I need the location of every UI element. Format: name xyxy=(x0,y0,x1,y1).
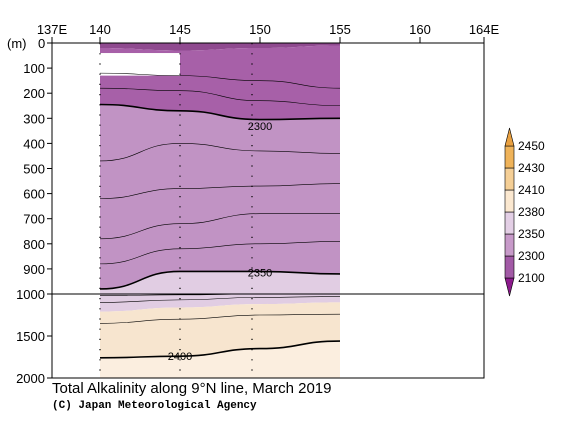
colorbar-label: 2100 xyxy=(518,271,545,285)
colorbar-arrow-low xyxy=(504,277,515,297)
y-tick-label: 300 xyxy=(23,111,45,126)
missing-data-box xyxy=(100,53,180,76)
y-tick-label: 1000 xyxy=(16,287,45,302)
x-tick-label: 160 xyxy=(409,22,431,37)
x-tick-label: 137E xyxy=(37,22,68,37)
y-tick-label: 200 xyxy=(23,86,45,101)
contour-line-minor xyxy=(100,87,340,107)
colorbar-swatch xyxy=(504,167,515,191)
plot-frame xyxy=(51,42,485,379)
y-tick-label: 0 xyxy=(38,36,45,51)
band-2380_2400 xyxy=(100,302,340,358)
contour-line-minor xyxy=(100,213,340,240)
contour-line-minor xyxy=(100,143,340,162)
contour-line-minor xyxy=(100,313,340,324)
colorbar-swatch xyxy=(504,189,515,213)
x-tick-label: 145 xyxy=(169,22,191,37)
y-tick-label: 600 xyxy=(23,187,45,202)
contour-label: 2300 xyxy=(248,121,272,133)
contour-label: 2350 xyxy=(248,268,272,280)
colorbar-swatch xyxy=(504,211,515,235)
band-2350_2380 xyxy=(100,271,340,312)
y-tick-label: 400 xyxy=(23,136,45,151)
chart-title: Total Alkalinity along 9°N line, March 2… xyxy=(52,380,332,397)
colorbar-label: 2450 xyxy=(518,139,545,153)
y-tick-label: 1500 xyxy=(16,329,45,344)
contour-line-minor xyxy=(100,183,340,199)
band-2300_2350 xyxy=(100,104,340,289)
y-tick-label: 2000 xyxy=(16,371,45,386)
colour-bands xyxy=(100,43,340,378)
x-axis: 137E 140 145 150 155 160 164E xyxy=(37,22,500,43)
colorbar-label: 2410 xyxy=(518,183,545,197)
credit-line: (C) Japan Meteorological Agency xyxy=(52,400,257,412)
band-lt2100 xyxy=(100,43,340,51)
colorbar: 2100 2300 2350 2380 2410 2430 2450 xyxy=(504,127,545,297)
y-tick-label: 100 xyxy=(23,61,45,76)
contour-line-major xyxy=(100,270,340,290)
contour-line-minor xyxy=(100,72,340,89)
x-tick-label: 164E xyxy=(469,22,500,37)
contour-label: 2400 xyxy=(168,351,192,363)
x-tick-label: 155 xyxy=(329,22,351,37)
colorbar-swatch xyxy=(504,233,515,257)
y-tick-label: 800 xyxy=(23,237,45,252)
x-tick-label: 140 xyxy=(89,22,111,37)
contour-line-minor xyxy=(100,240,340,265)
colorbar-arrow-high xyxy=(504,127,515,147)
colorbar-label: 2300 xyxy=(518,249,545,263)
colorbar-swatch xyxy=(504,255,515,279)
y-unit-label: (m) xyxy=(7,36,27,51)
contour-labels: 2300 2350 2400 xyxy=(168,121,272,363)
y-tick-label: 900 xyxy=(23,262,45,277)
contour-line-major xyxy=(100,340,340,359)
contour-lines xyxy=(100,72,340,359)
colorbar-swatch xyxy=(504,145,515,169)
colorbar-label: 2380 xyxy=(518,205,545,219)
colorbar-label: 2350 xyxy=(518,227,545,241)
band-2400_2410 xyxy=(100,341,340,378)
y-tick-label: 700 xyxy=(23,212,45,227)
contour-line-major xyxy=(100,103,340,121)
y-tick-label: 500 xyxy=(23,162,45,177)
y-axis: 100 200 300 400 500 600 700 800 900 1000 1500 2000 0 xyxy=(16,36,52,386)
contour-line-minor xyxy=(100,296,340,303)
x-tick-label: 150 xyxy=(249,22,271,37)
colorbar-label: 2430 xyxy=(518,161,545,175)
missing-data-region xyxy=(100,53,180,76)
